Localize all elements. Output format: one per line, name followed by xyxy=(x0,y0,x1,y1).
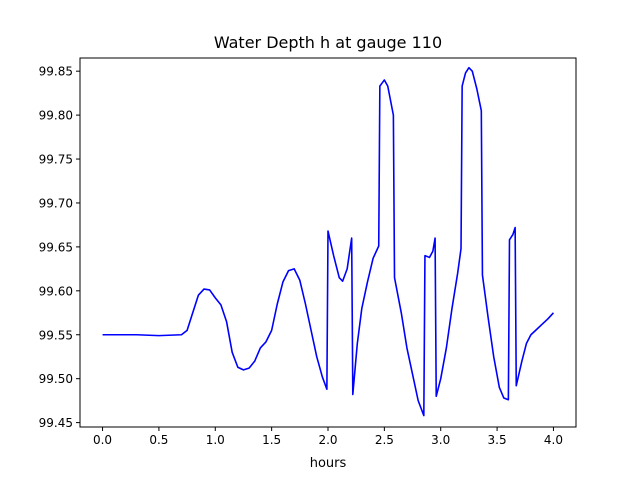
x-tick-label: 3.5 xyxy=(488,433,507,447)
axes-layer: 0.0 0.5 1.0 1.5 2.0 2.5 3.0 3.5 4.0 99.45 99.50 99.… xyxy=(39,57,577,447)
y-tick-label: 99.80 xyxy=(39,109,73,123)
y-tick-label: 99.55 xyxy=(39,328,73,342)
x-tick-label: 0.5 xyxy=(149,433,168,447)
y-tick-label: 99.50 xyxy=(39,372,73,386)
y-tick-label: 99.75 xyxy=(39,153,73,167)
x-tick-label: 3.0 xyxy=(431,433,450,447)
series-line-0 xyxy=(102,66,555,417)
series-layer xyxy=(102,66,555,417)
x-tick-label: 4.0 xyxy=(544,433,563,447)
chart-title: Water Depth h at gauge 110 xyxy=(214,33,442,52)
x-tick-label: 1.5 xyxy=(262,433,281,447)
x-tick-label: 2.0 xyxy=(318,433,337,447)
y-tick-label: 99.60 xyxy=(39,284,73,298)
y-tick-label: 99.45 xyxy=(39,416,73,430)
y-tick-label: 99.70 xyxy=(39,196,73,210)
y-tick-label: 99.85 xyxy=(39,65,73,79)
x-tick-label: 0.0 xyxy=(93,433,112,447)
y-tick-label: 99.65 xyxy=(39,240,73,254)
x-tick-label: 1.0 xyxy=(206,433,225,447)
x-tick-label: 2.5 xyxy=(375,433,394,447)
x-axis-label: hours xyxy=(310,456,347,471)
